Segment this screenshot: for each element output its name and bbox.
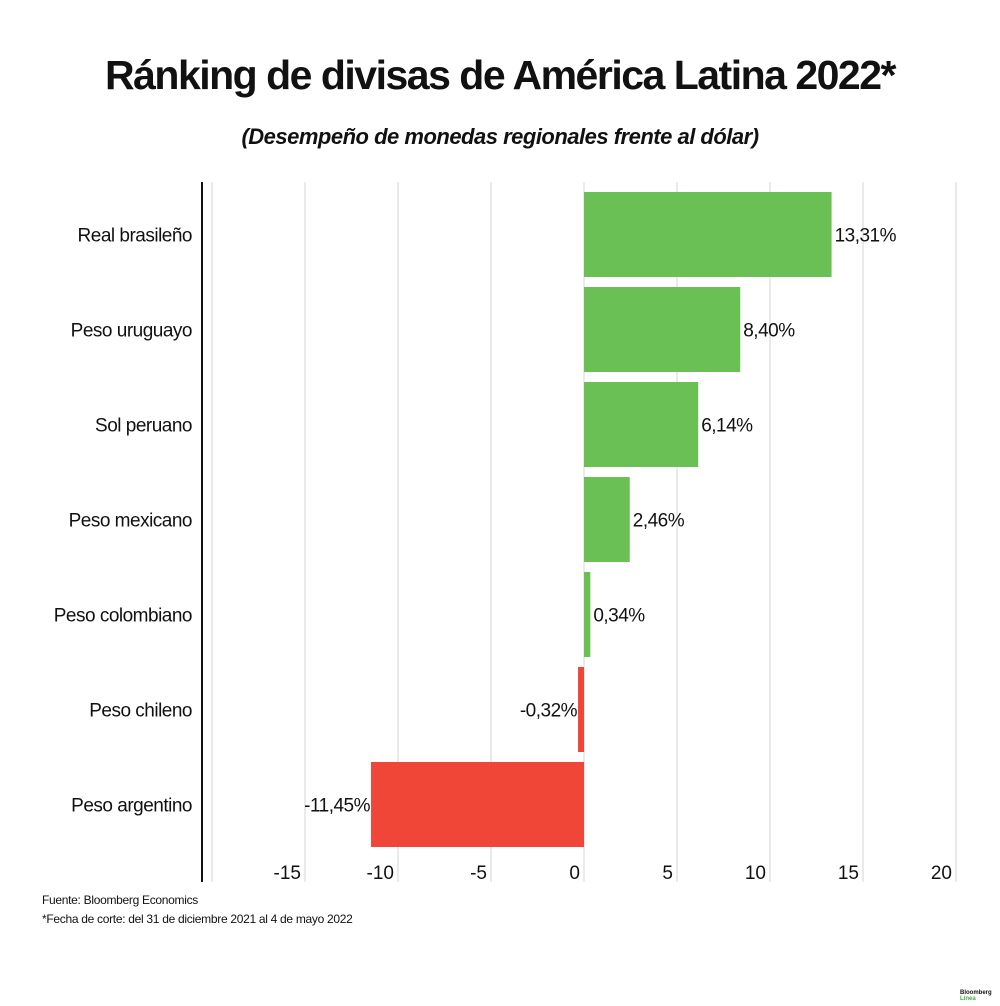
chart-title: Ránking de divisas de América Latina 202… [104, 52, 897, 98]
tick-label: 0 [569, 863, 580, 884]
data-label: -0,32% [520, 701, 578, 722]
category-label: Sol peruano [95, 416, 192, 437]
bar [578, 667, 584, 752]
data-label: 6,14% [701, 416, 753, 437]
tick-label: 5 [662, 863, 673, 884]
logo-line1: Bloomberg [960, 990, 992, 996]
tick-label: 15 [838, 863, 859, 884]
source-note: Fuente: Bloomberg Economics [42, 893, 198, 907]
category-label: Peso uruguayo [71, 321, 192, 342]
data-label: 13,31% [835, 226, 897, 247]
category-label: Real brasileño [78, 226, 192, 247]
tick-label: -5 [470, 863, 487, 884]
tick-label: 20 [931, 863, 952, 884]
bar [584, 192, 832, 277]
bar [584, 287, 741, 372]
bar [584, 477, 630, 562]
bar [584, 382, 699, 467]
logo-line2: Línea [960, 996, 976, 1002]
data-label: 0,34% [593, 606, 645, 627]
tick-label: -15 [274, 863, 301, 884]
date-note: *Fecha de corte: del 31 de diciembre 202… [42, 912, 353, 926]
tick-label: -10 [367, 863, 394, 884]
data-label: 2,46% [633, 511, 685, 532]
tick-label: 10 [745, 863, 766, 884]
category-label: Peso argentino [71, 796, 192, 817]
data-label: 8,40% [743, 321, 795, 342]
bar [584, 572, 591, 657]
bar [371, 762, 584, 847]
category-label: Peso colombiano [54, 606, 192, 627]
chart-subtitle: (Desempeño de monedas regionales frente … [241, 124, 759, 149]
category-label: Peso chileno [89, 701, 192, 722]
bloomberg-linea-logo: Bloomberg Línea [960, 990, 992, 1002]
category-label: Peso mexicano [69, 511, 192, 532]
data-label: -11,45% [304, 796, 370, 817]
